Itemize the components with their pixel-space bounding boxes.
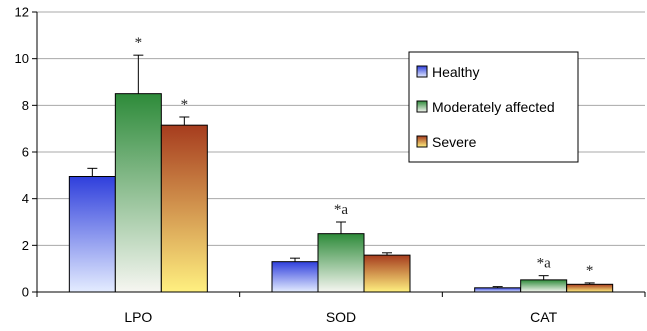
legend-label: Healthy [432,64,479,80]
bars [68,93,614,293]
bar-sod-severe [363,254,411,293]
bar-lpo-moderately-affected [114,93,162,293]
y-tick-label: 10 [15,51,29,66]
y-tick-label: 12 [15,5,29,20]
legend-label: Moderately affected [432,99,555,115]
significance-marker: * [586,263,594,279]
significance-marker: *a [334,202,349,218]
significance-marker: *a [537,256,552,272]
bar-sod-healthy [271,261,319,293]
legend-box [408,51,579,163]
x-category-label: SOD [326,309,356,325]
y-tick-label: 2 [22,238,29,253]
significance-marker: * [181,97,189,113]
bar-sod-moderately-affected [317,233,365,293]
significance-marker: * [135,35,143,51]
legend: Healthy Moderately affected Severe [408,51,579,163]
y-tick-label: 0 [22,285,29,300]
bar-cat-severe [566,283,614,293]
bar-cat-moderately-affected [520,279,568,293]
bar-cat-healthy [474,287,522,293]
x-category-label: LPO [124,309,152,325]
legend-label: Severe [432,134,477,150]
annotations: * * *a *a * [135,35,594,279]
bar-lpo-healthy [68,176,116,293]
error-bars [87,54,595,288]
bar-lpo-severe [160,124,208,293]
legend-swatch [416,65,428,78]
axes: 0 2 4 6 8 10 12 LPO SOD CAT [15,5,646,325]
y-tick-label: 8 [22,98,29,113]
y-tick-label: 6 [22,145,29,160]
legend-swatch [416,100,428,113]
x-category-label: CAT [530,309,557,325]
y-tick-label: 4 [22,191,29,206]
legend-swatch [416,135,428,148]
